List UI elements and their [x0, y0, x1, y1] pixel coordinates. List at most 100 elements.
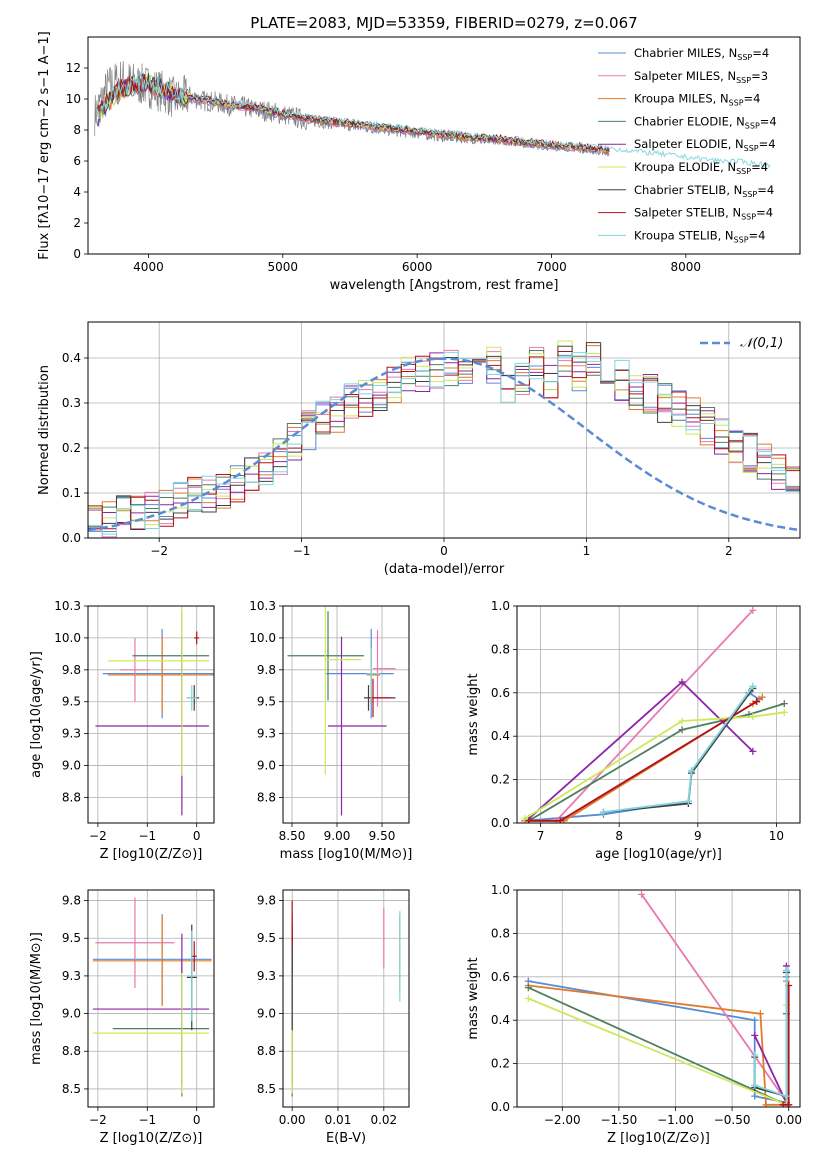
mass-weight-marker [751, 1051, 759, 1059]
mass-weight-marker [780, 708, 788, 716]
x-tick-label: −2 [89, 1113, 107, 1127]
y-axis-label: Flux [fλ10−17 erg cm−2 s−1 A−1] [37, 31, 52, 259]
age_vs_mass-plot-area [283, 606, 409, 823]
y-tick-label: 8.8 [62, 790, 81, 804]
mass-weight-marker [684, 797, 692, 805]
y-tick-label: 9.3 [62, 969, 81, 983]
x-tick-label: 5000 [268, 260, 299, 274]
x-tick-label: −0.50 [714, 1113, 751, 1127]
legend-entry: Kroupa ELODIE, NSSP=4 [634, 160, 768, 176]
y-tick-label: 1.0 [491, 883, 510, 897]
residuals-plot-area [88, 322, 800, 538]
y-tick-label: 0.4 [491, 1013, 510, 1027]
axes-frame [282, 605, 410, 824]
x-tick-label: −2.00 [544, 1113, 581, 1127]
y-axis-label: mass weight [466, 957, 481, 1039]
x-tick-label: 9 [694, 829, 702, 843]
mass-weight-marker [524, 995, 532, 1002]
errorbar-point-8 [186, 685, 197, 711]
mass-weight-marker [751, 1031, 759, 1039]
x-tick-label: −1.50 [600, 1113, 637, 1127]
errorbar-point-5 [324, 606, 362, 775]
y-tick-label: 6 [73, 154, 81, 168]
errorbar-point-0 [326, 628, 394, 719]
x-tick-label: 0 [193, 829, 201, 843]
residual-histogram-8 [88, 351, 800, 535]
y-tick-label: 10.3 [249, 599, 276, 613]
y-tick-label: 10.0 [54, 631, 81, 645]
errorbar-point-5 [107, 606, 210, 776]
y-tick-label: 9.3 [257, 727, 276, 741]
x-tick-label: 0 [193, 1113, 201, 1127]
mass-weight-marker [758, 693, 766, 701]
mass-weight-line-0 [528, 976, 788, 1104]
residuals-panel: −2 −1 0 1 2 0.0 0.1 0.2 0.3 0.4 (data-model)/error… [37, 321, 801, 577]
mass-weight-marker [749, 682, 757, 690]
mass-weight-line-3 [528, 702, 785, 822]
legend-entry: Kroupa STELIB, NSSP=4 [634, 228, 765, 244]
chart-title: PLATE=2083, MJD=53359, FIBERID=0279, z=0… [250, 14, 637, 32]
x-tick-label: −1 [138, 829, 156, 843]
mass_weight_vs_Z-plot-area [517, 890, 800, 1107]
errorbar-point-8 [366, 648, 381, 700]
x-axis-label: Z [log10(Z/Z⊙)] [100, 1131, 203, 1146]
gaussian-reference-curve [88, 357, 800, 532]
y-tick-label: 0.3 [62, 396, 81, 410]
mass_vs_EBV-plot-area [283, 890, 409, 1107]
y-tick-label: 9.5 [257, 695, 276, 709]
x-tick-label: 0.00 [279, 1113, 306, 1127]
axes-frame [87, 605, 215, 824]
mass_vs_Z-plot-area [88, 890, 214, 1107]
y-tick-label: 0.1 [62, 486, 81, 500]
legend-entry: Kroupa MILES, NSSP=4 [634, 92, 760, 108]
y-tick-label: 8.5 [257, 1082, 276, 1096]
y-tick-label: 0.4 [62, 351, 81, 365]
mass-weight-marker [678, 726, 686, 734]
x-tick-label: 7000 [536, 260, 567, 274]
mass-weight-line-8 [753, 970, 788, 1098]
x-tick-label: −2 [150, 544, 168, 558]
mass-weight-marker [638, 890, 646, 898]
y-tick-label: 9.3 [257, 969, 276, 983]
spectrum-panel: 4000 5000 6000 7000 8000 0 2 4 6 8 10 12 wavelength … [37, 14, 801, 293]
mass_weight_vs_age-plot-area [517, 606, 800, 823]
x-tick-label: −1 [138, 1113, 156, 1127]
x-tick-label: 0 [440, 544, 448, 558]
spectrum-plot-area [94, 60, 771, 169]
x-tick-label: 2 [725, 544, 733, 558]
y-tick-label: 0.2 [491, 773, 510, 787]
mass-weight-marker [749, 713, 757, 721]
y-tick-label: 0.0 [62, 531, 81, 545]
model-spectrum-line-8 [96, 72, 771, 169]
y-tick-label: 8.5 [62, 1082, 81, 1096]
x-axis-label: Z [log10(Z/Z⊙)] [607, 1131, 710, 1146]
age_vs_Z-plot-area [88, 606, 214, 823]
errorbar-point-8 [186, 930, 197, 1022]
mass-weight-marker [756, 1010, 764, 1018]
y-tick-label: 9.0 [257, 759, 276, 773]
y-tick-label: 9.5 [62, 695, 81, 709]
x-axis-label: E(B-V) [326, 1131, 366, 1146]
x-axis-label: wavelength [Angstrom, rest frame] [330, 278, 559, 293]
mass-weight-marker [749, 606, 757, 614]
y-tick-label: 0.0 [491, 1100, 510, 1114]
errorbar-point-2 [107, 636, 214, 714]
errorbar-point-5 [92, 972, 210, 1094]
y-tick-label: 12 [66, 61, 81, 75]
y-tick-label: 0.0 [491, 816, 510, 830]
y-tick-label: 9.3 [62, 727, 81, 741]
mass-weight-marker [751, 1092, 759, 1100]
x-tick-label: 0.01 [325, 1113, 352, 1127]
mass-weight-marker [751, 1081, 759, 1089]
errorbar-point-7 [191, 941, 197, 972]
x-axis-label: (data-model)/error [384, 562, 505, 577]
y-tick-label: 9.5 [62, 931, 81, 945]
x-tick-label: 8 [615, 829, 623, 843]
errorbar-point-7 [368, 678, 391, 718]
y-tick-label: 8.8 [257, 790, 276, 804]
gaussian-legend-label: 𝒩(0,1) [740, 336, 783, 351]
mass-weight-line-4 [528, 680, 754, 820]
x-tick-label: −2 [89, 829, 107, 843]
mass-weight-marker [521, 815, 529, 823]
y-tick-label: 0.8 [491, 642, 510, 656]
